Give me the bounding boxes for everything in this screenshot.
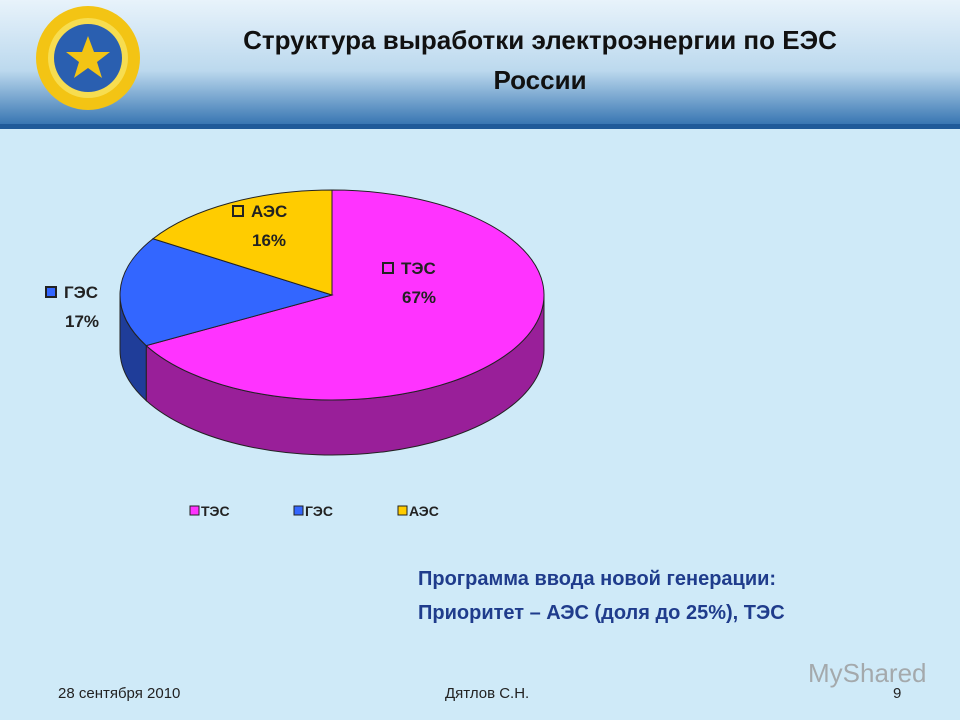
data-label-name: ТЭС (401, 259, 436, 278)
label-key (45, 286, 57, 298)
label-key (382, 262, 394, 274)
legend-label: ТЭС (201, 503, 230, 519)
legend-label: АЭС (409, 503, 439, 519)
note: Приоритет – АЭС (доля до 25%), ТЭС (418, 602, 785, 624)
note: Программа ввода новой генерации: (418, 568, 776, 590)
slide-title: Структура выработки электроэнергии по ЕЭ… (243, 25, 837, 95)
legend-key (397, 505, 408, 516)
slice (119, 238, 334, 347)
footer-date: 28 сентября 2010 (58, 685, 180, 702)
data-label-value: 17% (65, 312, 99, 331)
slice (145, 189, 545, 401)
legend-key (293, 505, 304, 516)
data-label-name: АЭС (251, 202, 287, 221)
header-rule (0, 124, 960, 129)
slice (151, 189, 333, 296)
header-band (0, 0, 960, 128)
data-label-name: ГЭС (64, 283, 98, 302)
page-number: 9 (893, 685, 901, 702)
watermark: MyShared (808, 658, 927, 688)
label-key (232, 205, 244, 217)
legend-label: ГЭС (305, 503, 333, 519)
data-label-value: 16% (252, 231, 286, 250)
legend-key (189, 505, 200, 516)
footer-author: Дятлов С.Н. (445, 685, 529, 702)
logo (36, 6, 140, 110)
data-label-value: 67% (402, 288, 436, 307)
